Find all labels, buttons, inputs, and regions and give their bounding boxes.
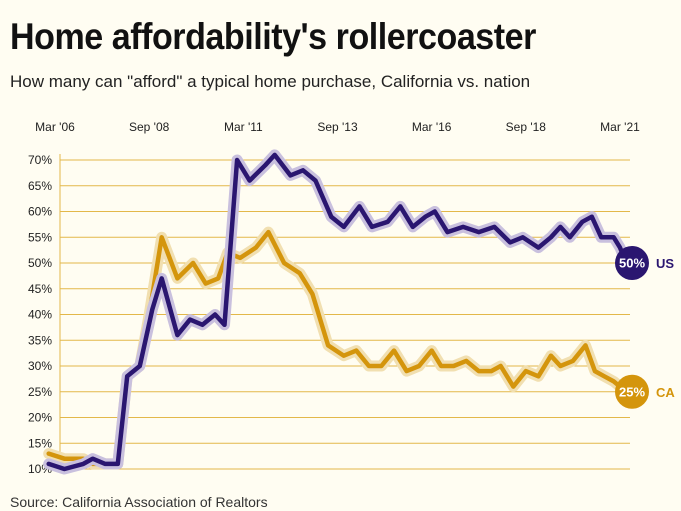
end-labels: 50% US 25% CA xyxy=(615,246,675,409)
y-tick-label: 45% xyxy=(28,282,52,296)
y-tick-label: 25% xyxy=(28,385,52,399)
series-name-ca: CA xyxy=(656,385,675,400)
y-tick-label: 50% xyxy=(28,256,52,270)
y-tick-label: 35% xyxy=(28,333,52,347)
source-note: Source: California Association of Realto… xyxy=(10,494,268,510)
chart-title: Home affordability's rollercoaster xyxy=(10,16,536,57)
x-tick-label: Sep '13 xyxy=(317,120,358,134)
end-value-us: 50% xyxy=(619,256,645,271)
x-tick-label: Mar '11 xyxy=(224,120,263,134)
x-tick-label: Mar '06 xyxy=(35,120,75,134)
series-line-us xyxy=(46,152,629,472)
y-tick-label: 60% xyxy=(28,205,52,219)
y-tick-label: 70% xyxy=(28,153,52,167)
end-value-ca: 25% xyxy=(619,384,645,399)
y-tick-label: 20% xyxy=(28,411,52,425)
x-tick-label: Sep '18 xyxy=(506,120,547,134)
grid-layer xyxy=(59,154,630,470)
end-badge-us xyxy=(615,246,649,280)
x-tick-label: Mar '21 xyxy=(600,120,640,134)
y-tick-label: 65% xyxy=(28,179,52,193)
series-halo-us xyxy=(43,149,632,475)
x-tick-label: Sep '08 xyxy=(129,120,170,134)
chart-subtitle: How many can "afford" a typical home pur… xyxy=(10,72,531,91)
y-tick-label: 55% xyxy=(28,230,52,244)
series-halo-ca xyxy=(43,226,632,470)
x-axis-ticks: Mar '06 Sep '08 Mar '11 Sep '13 Mar '16 Sep '… xyxy=(35,120,640,134)
x-tick-label: Mar '16 xyxy=(412,120,452,134)
end-badge-ca xyxy=(615,374,649,409)
y-tick-label: 30% xyxy=(28,359,52,373)
y-tick-label: 15% xyxy=(28,436,52,450)
y-axis-ticks: 70%65%60%55%50%45%40%35%30%25%20%15%10% xyxy=(28,153,52,476)
series-name-us: US xyxy=(656,256,674,271)
series-layer xyxy=(43,149,632,475)
y-tick-label: 40% xyxy=(28,308,52,322)
